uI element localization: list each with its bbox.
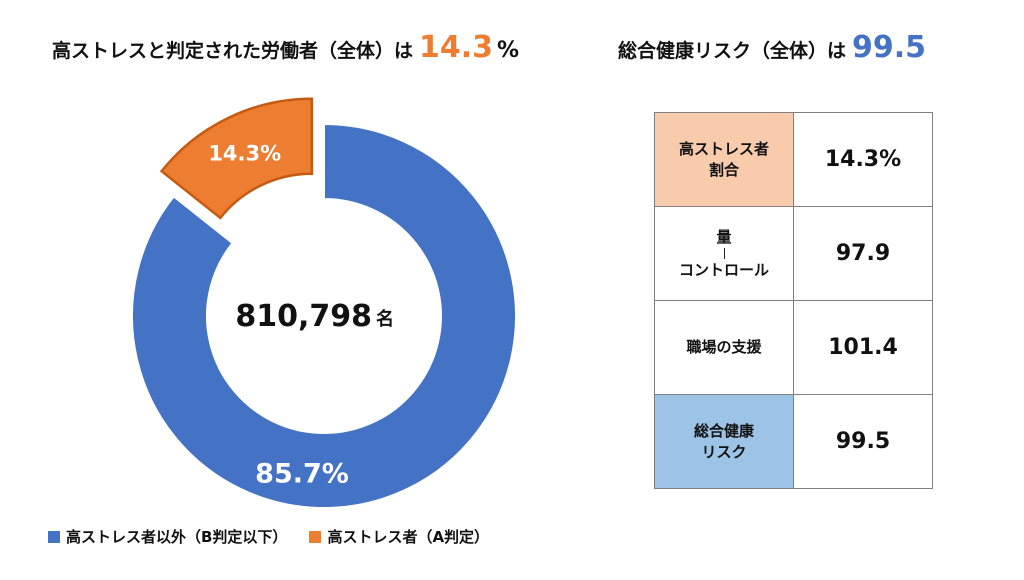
cell-label-quantity-control: 量 コントロール <box>654 206 794 301</box>
slice-label-high-stress: 14.3% <box>208 142 281 166</box>
headline-high-stress-value: 14.3 <box>419 30 494 65</box>
label-total-health-risk: 総合健康 リスク <box>693 422 754 461</box>
chart-legend: 高ストレス者以外（B判定以下） 高ストレス者（A判定） <box>48 526 489 547</box>
cell-value-quantity-control: 97.9 <box>793 206 933 301</box>
table-row: 量 コントロール 97.9 <box>654 206 933 301</box>
headline-high-stress-unit: % <box>497 38 520 63</box>
cell-label-workplace-support: 職場の支援 <box>654 300 794 395</box>
metrics-table: 高ストレス者 割合 14.3% 量 コントロール 97.9 職場の支援 101.… <box>654 112 933 489</box>
label-separator-bar <box>723 248 725 259</box>
table-row: 総合健康 リスク 99.5 <box>654 394 933 489</box>
headline-health-risk: 総合健康リスク（全体）は 99.5 <box>618 30 926 65</box>
cell-value-high-stress-rate: 14.3% <box>793 112 933 207</box>
table-row: 職場の支援 101.4 <box>654 300 933 395</box>
legend-item-high-stress: 高ストレス者（A判定） <box>309 526 489 547</box>
slice-high-stress <box>159 97 314 220</box>
slice-label-not-high-stress: 85.7% <box>255 458 349 489</box>
donut-chart: 85.7% 14.3% 810,798 名 <box>131 97 517 509</box>
table-row: 高ストレス者 割合 14.3% <box>654 112 933 207</box>
slice-not-high-stress <box>131 122 517 509</box>
headline-health-risk-text: 総合健康リスク（全体）は <box>618 40 847 62</box>
headline-high-stress: 高ストレスと判定された労働者（全体）は 14.3 % <box>52 30 519 65</box>
label-control: コントロール <box>678 261 769 279</box>
center-total-unit: 名 <box>376 308 394 330</box>
label-high-stress-rate: 高ストレス者 割合 <box>678 140 769 179</box>
headline-high-stress-text: 高ストレスと判定された労働者（全体）は <box>52 40 414 62</box>
label-workplace-support: 職場の支援 <box>686 338 762 357</box>
legend-label-high-stress: 高ストレス者（A判定） <box>327 528 490 546</box>
label-quantity: 量 <box>716 227 732 246</box>
cell-label-total-health-risk: 総合健康 リスク <box>654 394 794 489</box>
legend-swatch-blue <box>48 530 60 543</box>
cell-value-workplace-support: 101.4 <box>793 300 933 395</box>
headline-health-risk-value: 99.5 <box>852 30 927 65</box>
legend-swatch-orange <box>309 530 322 543</box>
cell-label-high-stress-rate: 高ストレス者 割合 <box>654 112 794 207</box>
cell-value-total-health-risk: 99.5 <box>793 394 933 489</box>
legend-label-not-high-stress: 高ストレス者以外（B判定以下） <box>66 528 288 546</box>
center-total-value: 810,798 <box>235 299 372 334</box>
legend-item-not-high-stress: 高ストレス者以外（B判定以下） <box>48 526 287 547</box>
